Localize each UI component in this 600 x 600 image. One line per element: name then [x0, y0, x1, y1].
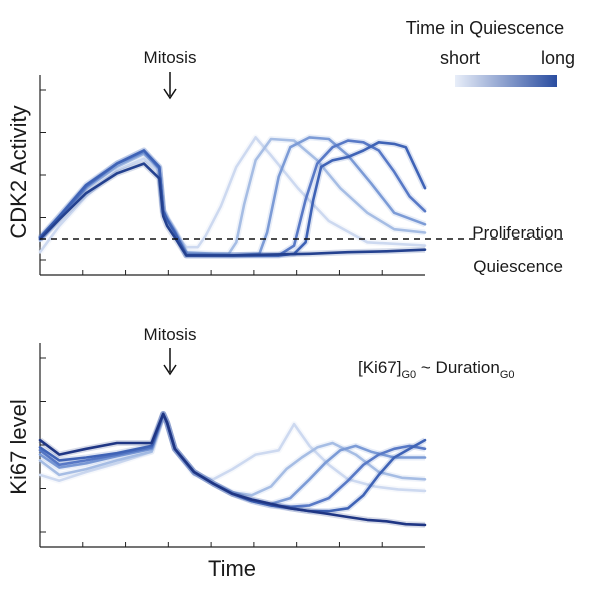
top-series-band-1	[37, 134, 426, 254]
bottom-series-line-6	[38, 412, 427, 527]
top-series-line-6	[38, 162, 427, 257]
top-series-line-2	[38, 137, 427, 256]
top-series-band-3	[37, 134, 427, 259]
proliferation-label: Proliferation	[472, 223, 563, 242]
top-series-line-3	[38, 136, 427, 257]
top-y-axis-label: CDK2 Activity	[6, 105, 31, 238]
bottom-panel: Ki67 level Time Mitosis [Ki67]G0 ~ Durat…	[6, 325, 515, 581]
bottom-y-axis-label: Ki67 level	[6, 399, 31, 494]
bottom-x-axis-label: Time	[208, 556, 256, 581]
legend-low-label: short	[440, 48, 480, 68]
ki67-duration-formula: [Ki67]G0 ~ DurationG0	[358, 358, 515, 381]
bottom-series-line-2	[38, 412, 427, 497]
quiescence-label: Quiescence	[473, 257, 563, 276]
bottom-mitosis-arrow	[163, 348, 177, 376]
bottom-mitosis-label: Mitosis	[144, 325, 197, 344]
top-series-line-1	[38, 136, 427, 254]
legend-title: Time in Quiescence	[406, 18, 564, 38]
color-legend: Time in Quiescence short long	[406, 18, 575, 87]
top-mitosis-arrow	[163, 72, 177, 100]
top-series-band-4	[37, 137, 428, 259]
bottom-series-line-1	[38, 412, 427, 493]
top-series-group	[37, 134, 428, 259]
top-series-band-2	[37, 136, 426, 257]
legend-gradient-bar	[455, 75, 557, 87]
top-x-ticks	[82, 270, 383, 275]
bottom-x-ticks	[82, 542, 383, 547]
top-mitosis-label: Mitosis	[144, 48, 197, 67]
top-series-line-4	[38, 139, 427, 257]
top-panel: CDK2 Activity Proliferation Quiescence M…	[6, 48, 568, 276]
top-y-ticks	[40, 89, 46, 261]
bottom-series-group	[38, 411, 427, 528]
legend-high-label: long	[541, 48, 575, 68]
